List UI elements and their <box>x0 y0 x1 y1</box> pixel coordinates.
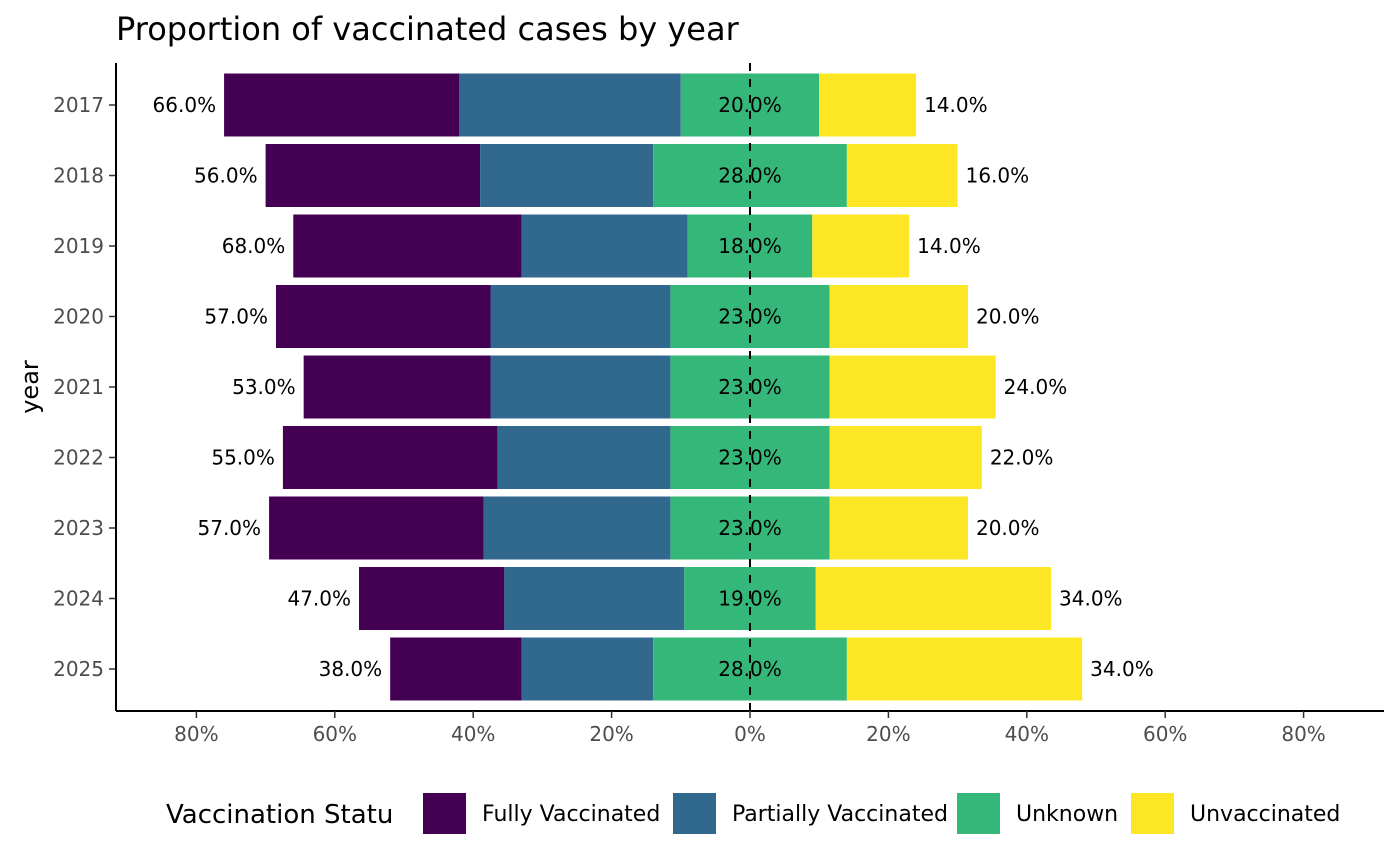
left-label-2024: 47.0% <box>287 587 351 611</box>
bar-2018-partially-vaccinated <box>480 144 654 207</box>
x-tick-label: 40% <box>451 722 495 746</box>
x-tick-label: 60% <box>1143 722 1187 746</box>
y-tick-label: 2023 <box>53 516 104 540</box>
right-label-2022: 22.0% <box>990 446 1054 470</box>
bar-2023-fully-vaccinated <box>269 496 484 560</box>
right-label-2018: 16.0% <box>966 164 1030 188</box>
left-label-2025: 38.0% <box>319 657 383 681</box>
legend-key-fully-vaccinated <box>423 793 466 834</box>
left-label-2022: 55.0% <box>211 446 275 470</box>
bar-2017-unvaccinated <box>819 73 917 137</box>
x-tick-label: 40% <box>1005 722 1049 746</box>
bar-2025-unvaccinated <box>846 637 1083 701</box>
chart-title: Proportion of vaccinated cases by year <box>116 10 740 48</box>
y-tick-label: 2021 <box>53 375 104 399</box>
bar-2021-partially-vaccinated <box>490 355 671 419</box>
x-tick-label: 60% <box>313 722 357 746</box>
bar-2022-partially-vaccinated <box>497 426 671 489</box>
y-tick-label: 2019 <box>53 234 104 258</box>
y-tick-label: 2018 <box>53 164 104 188</box>
bar-2025-partially-vaccinated <box>521 637 654 701</box>
bar-2017-partially-vaccinated <box>459 73 681 137</box>
left-label-2017: 66.0% <box>153 93 217 117</box>
bar-2017-fully-vaccinated <box>224 73 460 137</box>
right-label-2021: 24.0% <box>1004 375 1068 399</box>
right-label-2025: 34.0% <box>1090 657 1154 681</box>
bar-2025-fully-vaccinated <box>390 637 522 701</box>
left-label-2020: 57.0% <box>204 305 268 329</box>
left-label-2019: 68.0% <box>222 234 286 258</box>
legend-label-unvaccinated: Unvaccinated <box>1190 802 1340 827</box>
right-label-2024: 34.0% <box>1059 587 1123 611</box>
bar-2023-unvaccinated <box>829 496 968 560</box>
y-tick-label: 2017 <box>53 93 104 117</box>
bar-2024-fully-vaccinated <box>359 567 505 630</box>
right-label-2017: 14.0% <box>924 93 988 117</box>
x-tick-label: 20% <box>866 722 910 746</box>
x-tick-label: 80% <box>174 722 218 746</box>
bar-2020-unvaccinated <box>829 285 968 348</box>
left-label-2023: 57.0% <box>198 516 262 540</box>
y-tick-label: 2022 <box>53 446 104 470</box>
bar-2018-fully-vaccinated <box>265 144 481 207</box>
bar-2019-fully-vaccinated <box>293 214 522 278</box>
legend-key-unvaccinated <box>1131 793 1174 834</box>
legend-label-partially-vaccinated: Partially Vaccinated <box>732 802 948 827</box>
bar-2020-fully-vaccinated <box>275 285 491 348</box>
left-label-2018: 56.0% <box>194 164 258 188</box>
bar-2020-partially-vaccinated <box>490 285 671 348</box>
bar-2019-unvaccinated <box>812 214 910 278</box>
legend-label-unknown: Unknown <box>1016 802 1118 827</box>
x-tick-label: 0% <box>734 722 766 746</box>
axes-layer: 2017 2018 2019 2020 2021 2022 2023 2024 2025 80% 6… <box>53 63 1384 746</box>
legend: Vaccination Statu Fully Vaccinated Partial… <box>166 793 1340 834</box>
bar-2024-partially-vaccinated <box>504 567 685 630</box>
left-label-2021: 53.0% <box>232 375 296 399</box>
legend-title: Vaccination Statu <box>166 800 393 830</box>
bar-2024-unvaccinated <box>815 567 1052 630</box>
x-tick-label: 80% <box>1281 722 1325 746</box>
bar-2023-partially-vaccinated <box>483 496 671 560</box>
bar-2022-fully-vaccinated <box>282 426 498 489</box>
bar-2021-fully-vaccinated <box>303 355 491 419</box>
legend-key-partially-vaccinated <box>673 793 716 834</box>
bars-layer <box>224 73 1083 701</box>
bar-2018-unvaccinated <box>846 144 958 207</box>
y-tick-label: 2024 <box>53 587 104 611</box>
y-tick-label: 2025 <box>53 657 104 681</box>
x-tick-label: 20% <box>589 722 633 746</box>
legend-label-fully-vaccinated: Fully Vaccinated <box>482 802 660 827</box>
bar-2019-partially-vaccinated <box>521 214 688 278</box>
y-tick-label: 2020 <box>53 305 104 329</box>
bar-2022-unvaccinated <box>829 426 982 489</box>
bar-2021-unvaccinated <box>829 355 996 419</box>
legend-key-unknown <box>957 793 1000 834</box>
right-label-2023: 20.0% <box>976 516 1040 540</box>
y-axis-title: year <box>16 360 44 414</box>
right-label-2020: 20.0% <box>976 305 1040 329</box>
right-label-2019: 14.0% <box>917 234 981 258</box>
